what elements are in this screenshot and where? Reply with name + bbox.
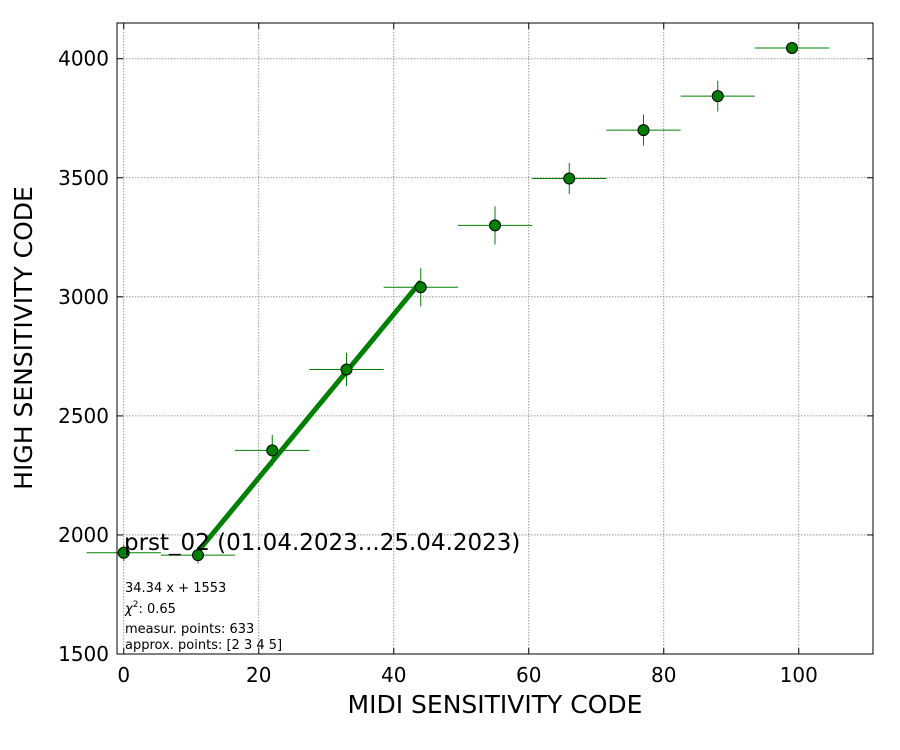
- chi-exponent: 2: [133, 600, 139, 610]
- data-point: [711, 90, 724, 103]
- axis-ticks: 0 20 40 60 80 100 1500 2000 2500 3000 3500 4000: [58, 23, 873, 687]
- data-point: [192, 549, 204, 562]
- data-point: [786, 42, 798, 55]
- x-tick-label: 100: [780, 663, 818, 687]
- annotation-title: prst_02 (01.04.2023...25.04.2023): [124, 530, 520, 556]
- fit-equation: 34.34 x + 1553: [125, 581, 226, 596]
- x-axis-label: MIDI SENSITIVITY CODE: [348, 690, 643, 719]
- fit-line: [196, 280, 423, 554]
- x-tick-label: 60: [516, 663, 541, 687]
- plot-frame: [116, 22, 874, 655]
- y-tick-label: 2000: [58, 523, 109, 547]
- data-point: [563, 172, 576, 185]
- fit-line-layer: [196, 280, 423, 554]
- chi-square: χ2: 0.65: [124, 600, 176, 617]
- y-tick-label: 1500: [58, 642, 109, 666]
- y-tick-label: 3000: [58, 285, 109, 309]
- data-point: [340, 363, 353, 376]
- chi-value: : 0.65: [138, 602, 175, 617]
- data-point: [489, 219, 501, 232]
- y-axis-label: HIGH SENSITIVITY CODE: [9, 186, 38, 490]
- x-tick-label: 0: [117, 663, 130, 687]
- x-tick-label: 80: [651, 663, 676, 687]
- chi-symbol: χ: [124, 602, 134, 617]
- data-point: [414, 281, 427, 294]
- x-tick-label: 40: [381, 663, 406, 687]
- y-tick-label: 4000: [58, 47, 109, 71]
- approx-points: approx. points: [2 3 4 5]: [125, 638, 282, 653]
- data-points: [117, 42, 798, 562]
- x-tick-label: 20: [246, 663, 271, 687]
- data-point: [637, 124, 650, 137]
- data-point: [266, 444, 279, 457]
- data-point: [117, 546, 130, 559]
- error-bars: [86, 47, 830, 564]
- grid: [117, 23, 873, 655]
- y-tick-label: 2500: [58, 404, 109, 428]
- y-tick-label: 3500: [58, 166, 109, 190]
- measurement-points: measur. points: 633: [125, 622, 254, 637]
